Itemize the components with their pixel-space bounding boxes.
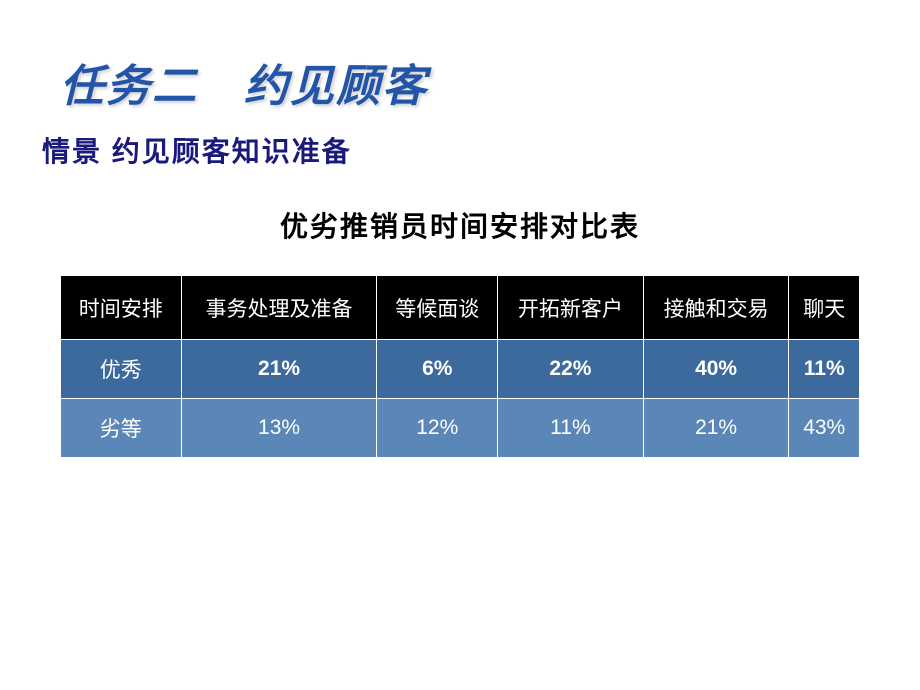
table-row: 劣等 13% 12% 11% 21% 43%	[61, 399, 860, 458]
table-row: 优秀 21% 6% 22% 40% 11%	[61, 340, 860, 399]
table-cell: 11%	[498, 399, 644, 458]
table-header-cell: 聊天	[789, 276, 860, 340]
table-cell: 6%	[377, 340, 498, 399]
table-header-cell: 开拓新客户	[498, 276, 644, 340]
comparison-table-container: 时间安排 事务处理及准备 等候面谈 开拓新客户 接触和交易 聊天 优秀 21% …	[60, 275, 860, 458]
table-cell: 13%	[181, 399, 377, 458]
table-header-cell: 接触和交易	[643, 276, 789, 340]
table-cell-label: 优秀	[61, 340, 182, 399]
table-title: 优劣推销员时间安排对比表	[0, 205, 920, 245]
table-cell: 43%	[789, 399, 860, 458]
table-header-cell: 时间安排	[61, 276, 182, 340]
table-cell: 21%	[181, 340, 377, 399]
main-title: 任务二 约见顾客	[60, 50, 428, 114]
table-header-row: 时间安排 事务处理及准备 等候面谈 开拓新客户 接触和交易 聊天	[61, 276, 860, 340]
table-cell-label: 劣等	[61, 399, 182, 458]
table-cell: 12%	[377, 399, 498, 458]
table-cell: 21%	[643, 399, 789, 458]
sub-title: 情景 约见顾客知识准备	[42, 130, 352, 170]
comparison-table: 时间安排 事务处理及准备 等候面谈 开拓新客户 接触和交易 聊天 优秀 21% …	[60, 275, 860, 458]
table-cell: 22%	[498, 340, 644, 399]
table-header-cell: 等候面谈	[377, 276, 498, 340]
table-cell: 11%	[789, 340, 860, 399]
table-cell: 40%	[643, 340, 789, 399]
table-header-cell: 事务处理及准备	[181, 276, 377, 340]
